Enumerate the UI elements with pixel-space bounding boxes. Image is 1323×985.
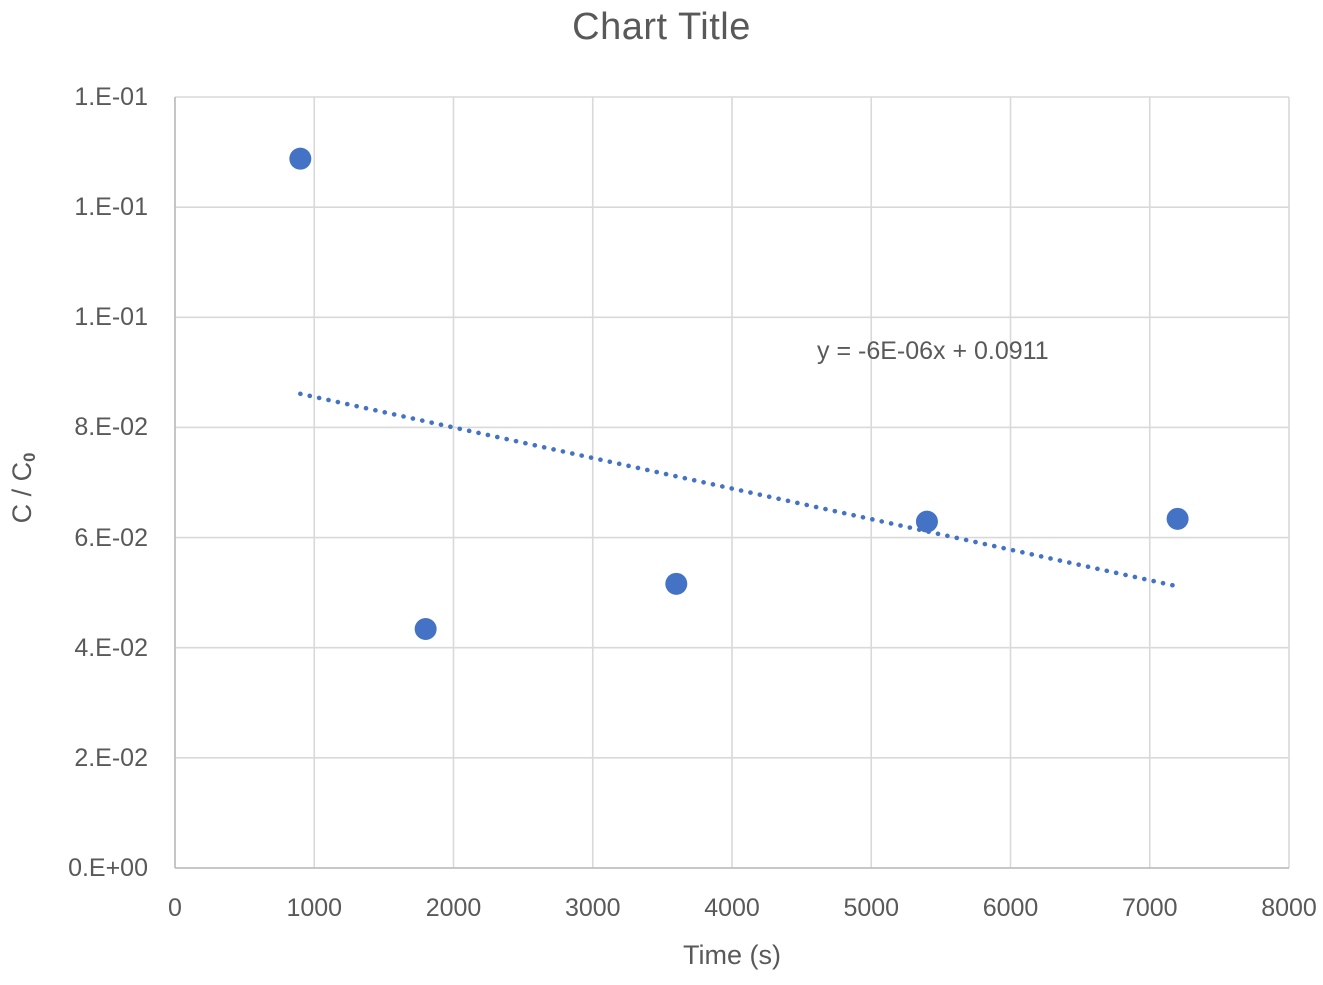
y-tick-label: 8.E-02 (74, 413, 148, 442)
trendline-equation-label: y = -6E-06x + 0.0911 (817, 337, 1049, 365)
x-tick-label: 7000 (1121, 894, 1178, 922)
data-point (289, 147, 312, 170)
x-tick-label: 1000 (286, 894, 343, 922)
x-tick-label: 2000 (425, 894, 482, 922)
y-tick-label: 1.E-01 (74, 303, 148, 332)
y-tick-label: 1.E-01 (74, 83, 148, 111)
y-axis-title-text: C / C (7, 461, 37, 524)
y-axis-title-subscript: 0 (20, 452, 40, 462)
data-point (915, 510, 938, 533)
x-tick-label: 3000 (564, 894, 621, 922)
x-axis-title: Time (s) (683, 940, 781, 970)
y-tick-label: 2.E-02 (74, 743, 148, 772)
y-tick-label: 0.E+00 (68, 854, 148, 882)
y-tick-label: 1.E-01 (74, 193, 148, 222)
x-tick-label: 0 (168, 894, 182, 922)
trendline (298, 391, 1180, 589)
x-tick-label: 4000 (704, 894, 760, 922)
chart-title: Chart Title (572, 6, 751, 48)
x-tick-label: 6000 (982, 894, 1039, 922)
x-tick-label: 5000 (843, 894, 900, 922)
y-axis-title: C / C0 (2, 378, 42, 598)
data-point (1166, 507, 1189, 530)
y-tick-label: 4.E-02 (74, 633, 148, 662)
x-tick-label: 8000 (1261, 894, 1317, 922)
y-tick-label: 6.E-02 (74, 523, 148, 552)
data-point (665, 572, 688, 595)
data-point (414, 617, 437, 640)
